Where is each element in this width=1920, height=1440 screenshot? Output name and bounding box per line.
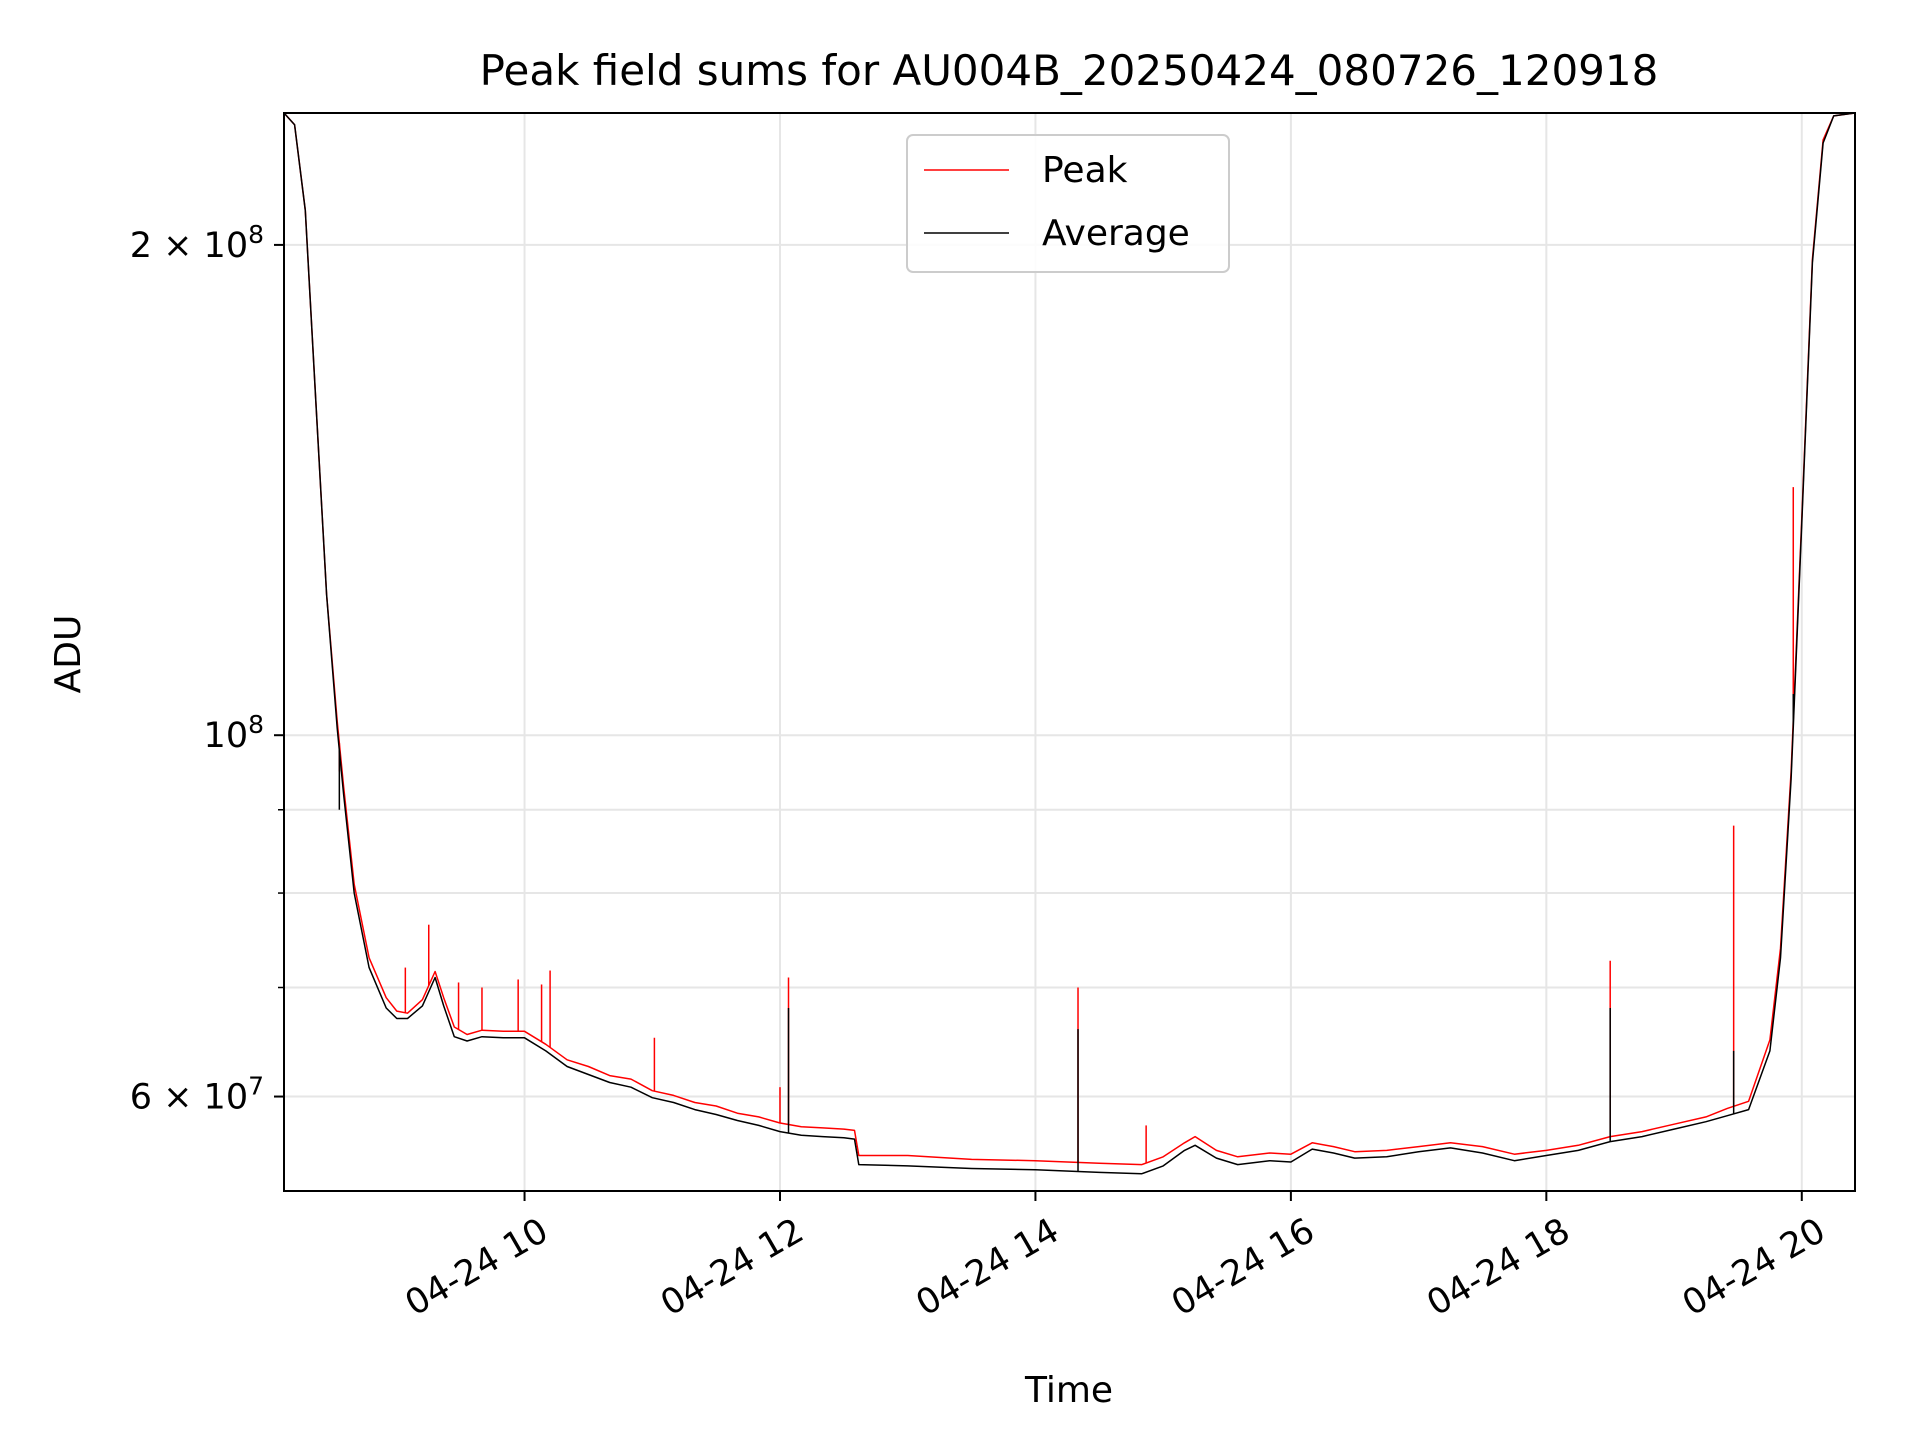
series-line-peak bbox=[284, 113, 1855, 1166]
legend-label-average: Average bbox=[1042, 213, 1190, 254]
plot-frame bbox=[283, 112, 1856, 1192]
y-tick-label: 108 bbox=[204, 710, 264, 756]
x-axis-label: Time bbox=[1024, 1370, 1113, 1411]
plot-area bbox=[283, 112, 1856, 1192]
grid bbox=[284, 113, 1855, 1191]
y-tick-label: 6 × 107 bbox=[130, 1072, 264, 1118]
chart-title: Peak field sums for AU004B_20250424_0807… bbox=[480, 46, 1659, 95]
series-line-average bbox=[284, 113, 1855, 1175]
y-tick-label: 2 × 108 bbox=[130, 220, 264, 266]
series-layer bbox=[284, 113, 1855, 1175]
legend: Peak Average bbox=[906, 134, 1230, 273]
y-axis-label: ADU bbox=[48, 615, 89, 694]
series-average bbox=[284, 113, 1855, 1175]
legend-label-peak: Peak bbox=[1042, 150, 1128, 191]
